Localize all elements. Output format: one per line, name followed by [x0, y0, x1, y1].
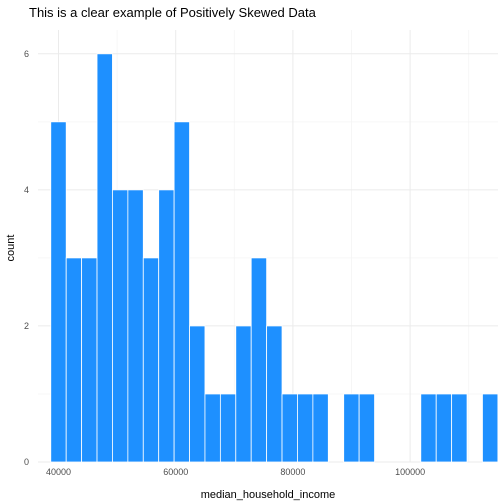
- histogram-bar: [96, 53, 113, 463]
- histogram-bar: [50, 121, 67, 463]
- histogram-bar: [235, 325, 252, 463]
- histogram-bar: [281, 393, 298, 463]
- histogram-bar: [142, 257, 160, 463]
- histogram-bar: [65, 257, 83, 463]
- histogram-bar: [297, 393, 314, 463]
- histogram-bar: [219, 393, 237, 463]
- histogram-bar: [158, 189, 175, 463]
- histogram-bar: [343, 393, 360, 463]
- x-tick-label: 60000: [163, 467, 188, 477]
- histogram-bar: [173, 121, 190, 463]
- histogram-bar: [435, 393, 453, 463]
- histogram-bar: [420, 393, 437, 463]
- histogram-bar: [266, 325, 283, 463]
- y-tick-label: 6: [24, 49, 29, 59]
- y-tick-labels: 0 2 4 6: [24, 49, 29, 467]
- histogram-bar: [358, 393, 375, 463]
- bars: [50, 53, 499, 463]
- y-axis-title: count: [5, 235, 17, 262]
- chart-title: This is a clear example of Positively Sk…: [29, 5, 317, 20]
- histogram-bar: [482, 393, 499, 463]
- histogram-bar: [204, 393, 221, 463]
- histogram-bar: [189, 325, 206, 463]
- y-tick-label: 0: [24, 457, 29, 467]
- x-tick-label: 100000: [395, 467, 425, 477]
- y-tick-label: 4: [24, 185, 29, 195]
- x-tick-label: 40000: [46, 467, 71, 477]
- x-tick-label: 80000: [280, 467, 305, 477]
- histogram-bar: [451, 393, 468, 463]
- histogram-bar: [312, 393, 329, 463]
- y-tick-label: 2: [24, 321, 29, 331]
- histogram-bar: [127, 189, 144, 463]
- x-axis-title: median_household_income: [201, 489, 336, 501]
- histogram-bar: [250, 257, 268, 463]
- histogram-bar: [81, 257, 98, 463]
- x-tick-labels: 40000 60000 80000 100000: [46, 467, 425, 477]
- histogram-bar: [112, 189, 129, 463]
